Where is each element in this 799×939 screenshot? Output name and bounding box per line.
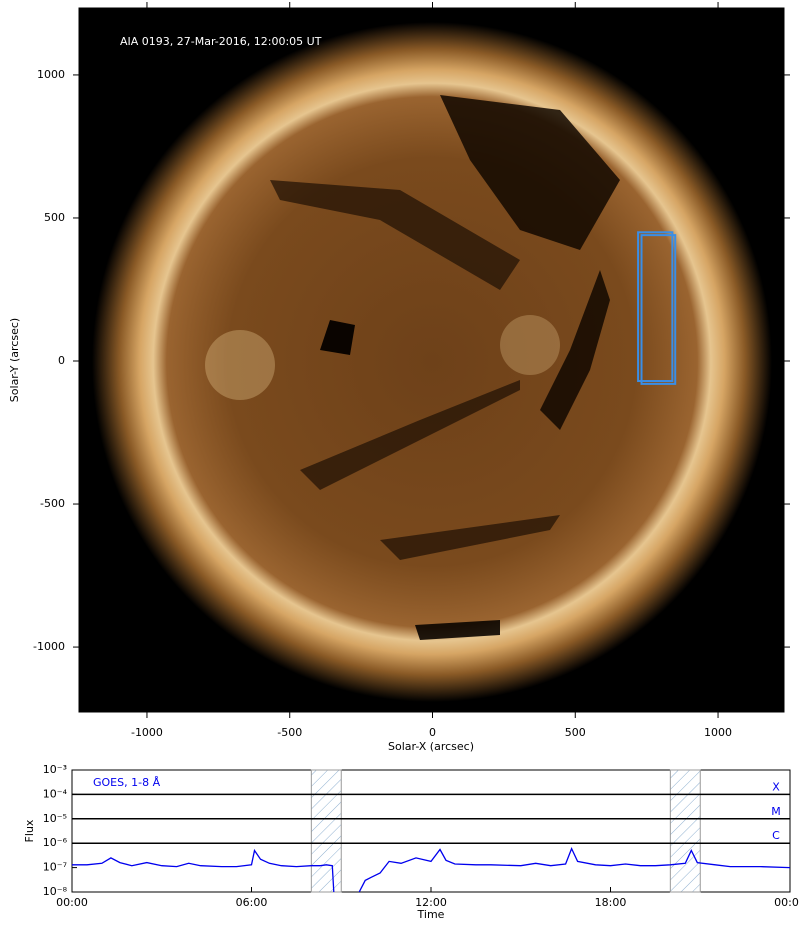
- goes-annotation: GOES, 1-8 Å: [93, 776, 161, 789]
- x-tick-label: 18:00: [595, 896, 627, 909]
- y-tick-label: 10⁻⁶: [43, 836, 68, 849]
- flux-line: [72, 846, 790, 892]
- x-tick-label: 00:00: [56, 896, 88, 909]
- y-tick-label: 500: [44, 211, 65, 224]
- y-tick-label: 1000: [37, 68, 65, 81]
- x-tick-label: 500: [565, 726, 586, 739]
- hatched-region: [310, 769, 342, 893]
- flare-class-label: C: [772, 829, 780, 842]
- solar-image: [92, 22, 772, 702]
- axes-frame: [78, 7, 785, 713]
- x-tick-label: 00:00: [774, 896, 799, 909]
- y-tick-label: 10⁻⁸: [43, 885, 68, 898]
- hatched-region: [669, 769, 701, 893]
- x-tick-label: 12:00: [415, 896, 447, 909]
- region-box: [640, 234, 677, 385]
- x-tick-label: 0: [429, 726, 436, 739]
- x-tick-label: 1000: [704, 726, 732, 739]
- y-tick-label: 10⁻⁷: [43, 861, 67, 874]
- goes-x-axis-label: Time: [417, 908, 445, 921]
- y-tick-label: 10⁻⁵: [43, 812, 67, 825]
- flare-class-label: M: [771, 805, 781, 818]
- image-annotation: AIA 0193, 27-Mar-2016, 12:00:05 UT: [120, 35, 322, 48]
- x-axis-label: Solar-X (arcsec): [388, 740, 474, 753]
- y-tick-label: 10⁻⁴: [43, 787, 68, 800]
- x-tick-label: -1000: [131, 726, 163, 739]
- flare-class-label: X: [772, 780, 780, 793]
- region-box: [637, 231, 674, 383]
- y-tick-label: -500: [40, 497, 65, 510]
- y-tick-label: 0: [58, 354, 65, 367]
- x-tick-label: 06:00: [236, 896, 268, 909]
- x-tick-label: -500: [277, 726, 302, 739]
- goes-y-axis-label: Flux: [23, 819, 36, 842]
- y-tick-label: 10⁻³: [43, 763, 67, 776]
- y-tick-label: -1000: [33, 640, 65, 653]
- y-axis-label: Solar-Y (arcsec): [8, 318, 21, 402]
